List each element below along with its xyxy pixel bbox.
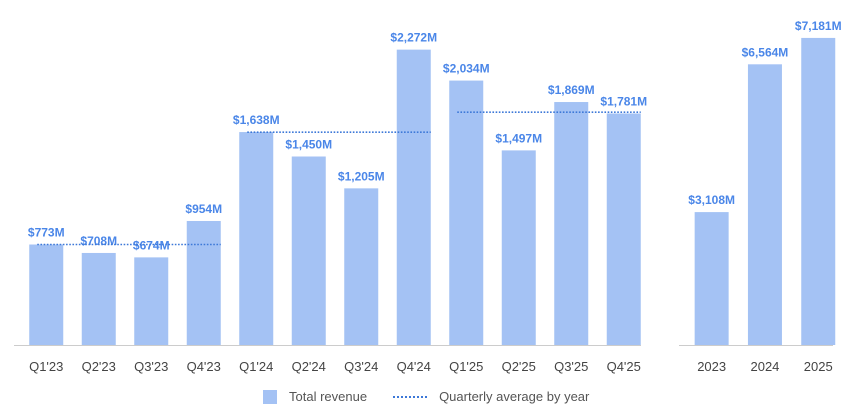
data-label: $6,564M [742, 45, 789, 59]
data-label: $2,034M [443, 62, 490, 76]
data-label: $674M [133, 238, 170, 252]
data-label: $2,272M [390, 31, 437, 45]
legend-label-quarterly-average: Quarterly average by year [439, 389, 590, 404]
data-label: $708M [80, 234, 117, 248]
x-tick-label: Q2'25 [502, 359, 536, 374]
data-label: $3,108M [688, 193, 735, 207]
bar [449, 80, 484, 345]
x-tick-label: Q3'23 [134, 359, 168, 374]
data-label: $1,497M [495, 131, 542, 145]
legend-line-quarterly-average [393, 395, 428, 398]
data-label: $1,450M [285, 138, 332, 152]
bar [554, 102, 589, 345]
bar [186, 220, 221, 345]
bar [606, 113, 641, 345]
x-tick-label: Q1'23 [29, 359, 63, 374]
data-label: $7,181M [795, 19, 842, 33]
x-tick-label: 2023 [697, 359, 726, 374]
x-tick-label: Q4'24 [397, 359, 431, 374]
bar [291, 156, 326, 345]
data-label: $954M [185, 202, 222, 216]
bar [747, 64, 782, 345]
x-tick-label: Q4'25 [607, 359, 641, 374]
x-tick-label: Q3'25 [554, 359, 588, 374]
data-label: $1,781M [600, 94, 647, 108]
bar [81, 252, 116, 345]
bar [801, 37, 836, 346]
x-tick-label: Q1'24 [239, 359, 273, 374]
bar [694, 212, 729, 345]
x-tick-label: Q1'25 [449, 359, 483, 374]
chart-legend: Total revenue Quarterly average by year [263, 389, 605, 404]
x-tick-label: Q3'24 [344, 359, 378, 374]
legend-item-quarterly-average: Quarterly average by year [393, 389, 589, 404]
data-label: $1,869M [548, 83, 595, 97]
legend-swatch-total-revenue [263, 389, 277, 404]
x-tick-label: Q2'23 [82, 359, 116, 374]
bar [29, 244, 64, 345]
data-label: $1,205M [338, 169, 385, 183]
bar [239, 132, 274, 345]
bar [134, 257, 169, 345]
x-tick-label: 2024 [750, 359, 779, 374]
bar [344, 188, 379, 345]
data-label: $773M [28, 226, 65, 240]
x-tick-label: Q2'24 [292, 359, 326, 374]
x-tick-label: Q4'23 [187, 359, 221, 374]
bar [501, 150, 536, 345]
data-label: $1,638M [233, 113, 280, 127]
legend-label-total-revenue: Total revenue [289, 389, 368, 404]
x-tick-label: 2025 [804, 359, 833, 374]
chart-canvas: $773M Q1'23 $708M Q2'23 $674M Q3'23 $954M Q4'23… [14, 19, 842, 374]
legend-item-total-revenue: Total revenue [263, 389, 367, 404]
bar [396, 49, 431, 345]
